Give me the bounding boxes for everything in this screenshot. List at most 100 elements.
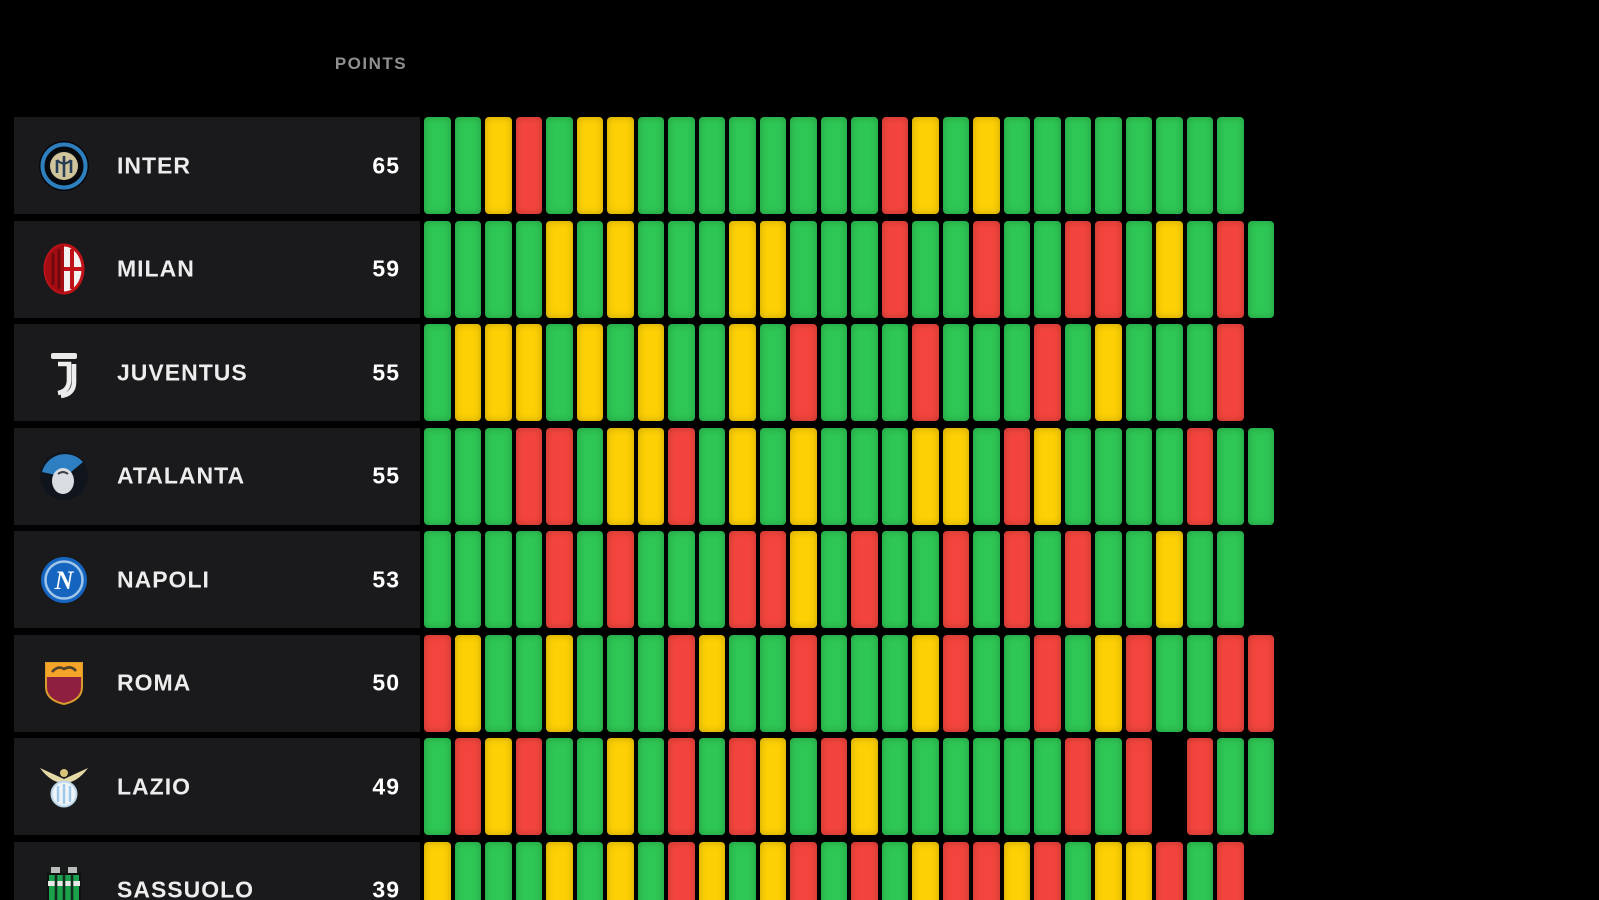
match-result-draw: [1095, 634, 1122, 732]
match-result-win: [485, 634, 512, 732]
match-result-win: [698, 324, 725, 421]
match-result-win: [1095, 427, 1122, 525]
match-result-draw: [759, 841, 786, 900]
match-result-win: [668, 117, 695, 214]
match-result-win: [1186, 220, 1213, 318]
match-result-win: [485, 531, 512, 628]
match-result-win: [454, 220, 481, 318]
match-result-win: [424, 117, 451, 214]
match-result-win: [1064, 427, 1091, 525]
match-result-win: [1125, 531, 1152, 628]
match-result-win: [424, 531, 451, 628]
match-result-win: [973, 427, 1000, 525]
svg-text:N: N: [54, 566, 75, 595]
team-name: ROMA: [117, 669, 192, 696]
match-result-loss: [1064, 220, 1091, 318]
match-result-loss: [546, 531, 573, 628]
match-result-loss: [1156, 841, 1183, 900]
match-result-loss: [454, 738, 481, 835]
match-result-loss: [729, 531, 756, 628]
match-result-win: [1003, 324, 1030, 421]
team-points: 50: [372, 669, 400, 696]
sassuolo-crest-icon: [38, 864, 90, 900]
match-result-loss: [1217, 634, 1244, 732]
match-result-win: [424, 738, 451, 835]
match-result-win: [820, 531, 847, 628]
team-points: 49: [372, 773, 400, 799]
match-result-draw: [637, 427, 664, 525]
match-result-win: [851, 117, 878, 214]
match-result-win: [515, 841, 542, 900]
match-result-win: [973, 738, 1000, 835]
match-result-win: [912, 220, 939, 318]
match-result-win: [790, 117, 817, 214]
juventus-crest-icon: [38, 347, 90, 399]
match-result-draw: [485, 117, 512, 214]
match-result-win: [637, 117, 664, 214]
team-row-napoli: N NAPOLI 53: [14, 531, 1354, 628]
match-result-loss: [515, 427, 542, 525]
match-result-win: [881, 324, 908, 421]
form-bars: [424, 427, 1278, 525]
team-name: SASSUOLO: [117, 876, 255, 900]
match-result-loss: [973, 841, 1000, 900]
match-result-win: [424, 324, 451, 421]
match-result-loss: [668, 738, 695, 835]
match-result-draw: [912, 117, 939, 214]
match-result-loss: [668, 634, 695, 732]
match-result-win: [546, 324, 573, 421]
match-result-draw: [485, 738, 512, 835]
milan-crest-icon: [38, 243, 90, 295]
team-panel: ROMA 50: [14, 634, 420, 732]
match-result-win: [485, 220, 512, 318]
match-result-win: [881, 427, 908, 525]
match-result-win: [973, 324, 1000, 421]
match-result-loss: [881, 220, 908, 318]
match-result-loss: [790, 634, 817, 732]
match-result-draw: [729, 324, 756, 421]
match-result-loss: [1217, 841, 1244, 900]
match-result-win: [546, 117, 573, 214]
match-result-win: [576, 427, 603, 525]
match-result-draw: [698, 841, 725, 900]
match-result-win: [576, 220, 603, 318]
match-result-draw: [1003, 841, 1030, 900]
match-result-loss: [942, 841, 969, 900]
team-points: 59: [372, 255, 400, 282]
match-result-win: [454, 841, 481, 900]
match-result-win: [759, 427, 786, 525]
match-result-win: [820, 841, 847, 900]
match-result-draw: [912, 841, 939, 900]
match-result-win: [820, 634, 847, 732]
team-name: LAZIO: [117, 773, 191, 799]
match-result-draw: [912, 634, 939, 732]
match-result-win: [973, 531, 1000, 628]
match-result-win: [912, 738, 939, 835]
team-points: 39: [372, 876, 400, 900]
match-result-win: [1064, 634, 1091, 732]
match-result-win: [759, 634, 786, 732]
match-result-win: [759, 117, 786, 214]
team-panel: JUVENTUS 55: [14, 324, 420, 421]
match-result-win: [820, 117, 847, 214]
match-result-win: [1156, 427, 1183, 525]
match-result-loss: [1186, 427, 1213, 525]
match-result-win: [1186, 324, 1213, 421]
match-result-loss: [729, 738, 756, 835]
match-result-win: [1186, 841, 1213, 900]
match-result-win: [912, 531, 939, 628]
match-result-draw: [607, 738, 634, 835]
team-name: JUVENTUS: [117, 359, 248, 385]
team-row-roma: ROMA 50: [14, 634, 1354, 732]
match-result-win: [576, 841, 603, 900]
match-result-win: [668, 324, 695, 421]
match-result-draw: [698, 634, 725, 732]
match-result-draw: [790, 427, 817, 525]
form-bars: [424, 531, 1248, 628]
match-result-draw: [759, 220, 786, 318]
match-result-win: [454, 427, 481, 525]
team-panel: MILAN 59: [14, 220, 420, 318]
match-result-draw: [729, 220, 756, 318]
match-result-draw: [607, 841, 634, 900]
match-result-draw: [942, 427, 969, 525]
